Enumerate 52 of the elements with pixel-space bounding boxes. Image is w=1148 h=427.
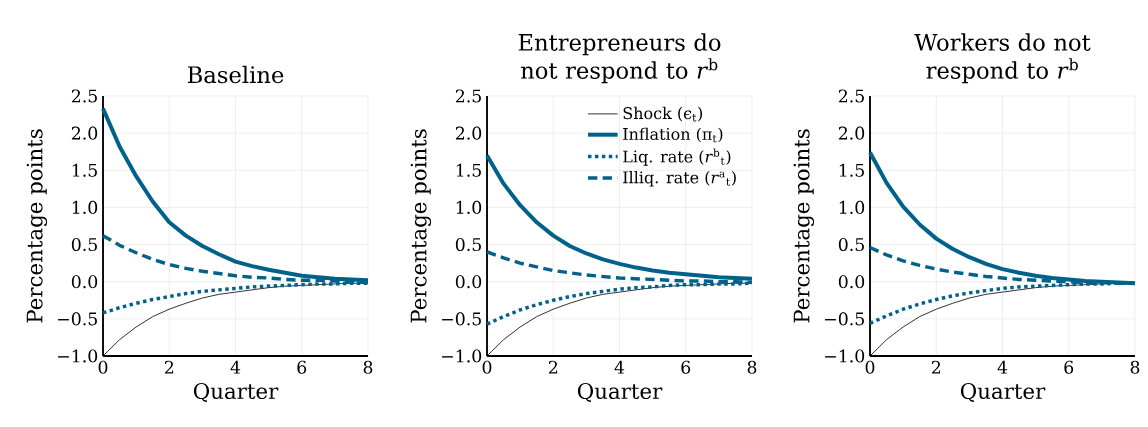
y-tick-label: −1.0 <box>442 349 482 363</box>
x-tick-label: 0 <box>98 360 108 374</box>
y-tick-label: −1.0 <box>58 349 98 363</box>
y-tick-label: 0.0 <box>455 275 482 289</box>
y-tick-label: 0.5 <box>455 238 481 252</box>
y-tick-label: 2.0 <box>71 126 98 140</box>
y-tick-label: 0.5 <box>71 238 97 252</box>
y-tick-label: −0.5 <box>825 312 864 326</box>
y-tick-label: 1.0 <box>839 200 865 214</box>
chart-title: Baseline <box>187 65 284 84</box>
y-tick-label: −1.0 <box>825 349 865 363</box>
legend-label: Shock (ϵ$_{t}$) <box>623 106 703 122</box>
chart-title: Workers do not respond to r$^{b}$ <box>914 33 1091 84</box>
y-tick-label: 1.5 <box>72 163 97 177</box>
y-tick-label: 0.0 <box>838 275 865 289</box>
x-tick-label: 0 <box>865 360 875 374</box>
y-tick-label: −0.5 <box>442 312 481 326</box>
legend-label: Inflation (π$_{t}$) <box>623 127 723 143</box>
y-tick-label: 0.0 <box>71 275 98 289</box>
x-tick-label: 8 <box>747 360 757 374</box>
x-axis-title: Quarter <box>577 382 663 403</box>
x-tick-label: 4 <box>230 360 241 374</box>
y-tick-label: 2.0 <box>455 126 482 140</box>
x-axis-title: Quarter <box>193 382 279 403</box>
y-tick-label: 1.0 <box>72 200 98 214</box>
y-tick-label: 1.5 <box>839 163 864 177</box>
y-tick-label: 0.5 <box>838 238 864 252</box>
y-tick-label: 1.5 <box>456 163 481 177</box>
x-tick-label: 6 <box>681 360 691 374</box>
x-tick-label: 4 <box>614 360 625 374</box>
y-tick-label: 2.5 <box>455 89 481 103</box>
x-tick-label: 2 <box>931 360 941 374</box>
y-axis-title: Percentage points <box>26 129 48 323</box>
y-axis-title: Percentage points <box>793 129 815 323</box>
x-tick-label: 8 <box>363 360 373 374</box>
y-axis-title: Percentage points <box>410 129 432 323</box>
x-tick-label: 6 <box>1064 360 1074 374</box>
x-tick-label: 6 <box>297 360 307 374</box>
x-tick-label: 2 <box>164 360 174 374</box>
x-tick-label: 4 <box>997 360 1008 374</box>
y-tick-label: 2.5 <box>71 89 97 103</box>
x-tick-label: 8 <box>1130 360 1140 374</box>
y-tick-label: −0.5 <box>58 312 97 326</box>
x-tick-label: 2 <box>548 360 558 374</box>
legend-label: Liq. rate (r$^{b}$$_{t}$) <box>623 148 731 166</box>
x-tick-label: 0 <box>482 360 492 374</box>
y-tick-label: 2.5 <box>838 89 864 103</box>
y-tick-label: 1.0 <box>456 200 482 214</box>
legend-label: Illiq. rate (r$^{a}$$_{t}$) <box>623 171 736 187</box>
chart-title: Entrepreneurs do not respond to r$^{b}$ <box>518 33 721 84</box>
x-axis-title: Quarter <box>960 382 1046 403</box>
y-tick-label: 2.0 <box>838 126 865 140</box>
